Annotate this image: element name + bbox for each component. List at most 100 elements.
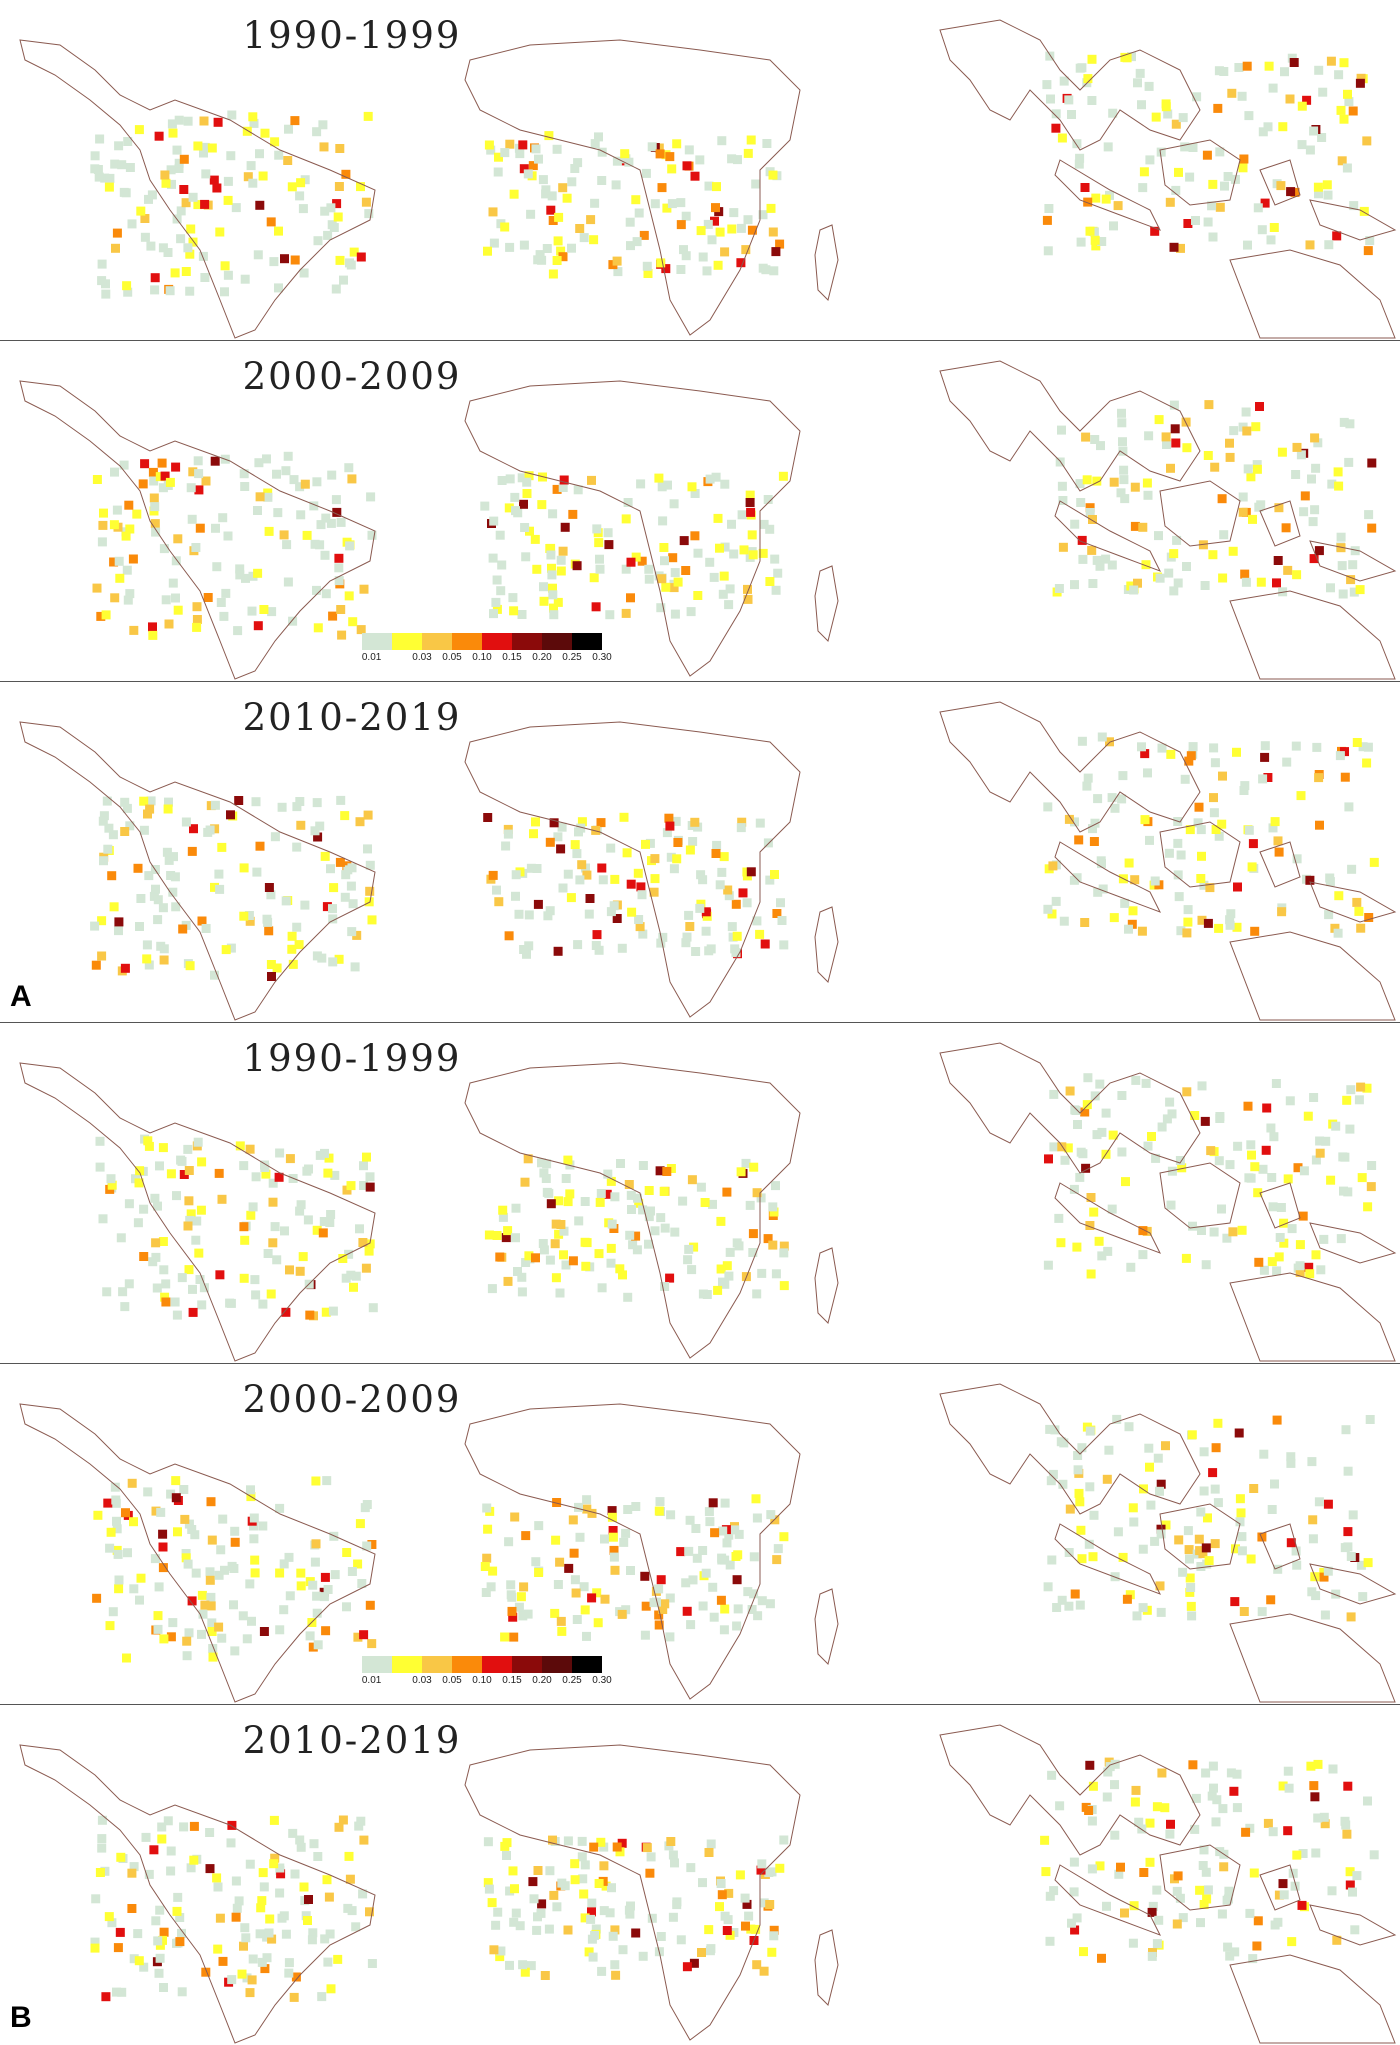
heat-cell (667, 199, 677, 209)
heat-cell (138, 479, 148, 489)
heat-cell (1305, 145, 1315, 155)
panel-a-1990-1999: 1990-1999 (0, 0, 1400, 341)
heat-cell (552, 256, 562, 265)
heat-cell (214, 1622, 224, 1632)
heat-cell (295, 1266, 305, 1276)
coastline-outline (1159, 1162, 1241, 1229)
heat-cell (1103, 142, 1113, 152)
heat-cell (600, 1534, 609, 1544)
heat-cell (285, 1591, 295, 1601)
heat-cell (1161, 432, 1171, 442)
heat-cell (1258, 1164, 1268, 1174)
heat-cell (1048, 861, 1058, 871)
heat-cell (284, 124, 293, 134)
heat-cell (505, 1886, 515, 1896)
heat-cell (199, 1283, 209, 1293)
heat-cell (564, 1563, 574, 1573)
heat-cell (1367, 1161, 1377, 1170)
coastline-outline (939, 19, 1201, 151)
heat-cell (226, 943, 236, 953)
heat-cell (284, 1552, 294, 1562)
heat-cell (546, 543, 556, 553)
heat-cell (483, 1878, 493, 1888)
heat-cell (594, 132, 603, 142)
heat-cell (482, 1503, 492, 1513)
heat-cell (1280, 67, 1289, 77)
heat-cell (1129, 1901, 1139, 1911)
heat-cell (1217, 1204, 1226, 1214)
heat-cell (741, 1921, 750, 1931)
heat-cell (160, 1292, 170, 1302)
heat-cell (1286, 1452, 1296, 1462)
heat-cell (1323, 1566, 1333, 1576)
coastline-outline (464, 39, 801, 336)
heat-cell (500, 222, 510, 232)
heat-cell (134, 1956, 144, 1966)
heat-cell (1309, 554, 1319, 564)
heat-cell (720, 247, 730, 257)
heat-cell (722, 1261, 732, 1271)
heat-cell (1084, 1806, 1094, 1815)
heat-cell (1337, 156, 1347, 166)
heat-cell (197, 1300, 207, 1310)
coastline-outline (1054, 1182, 1162, 1254)
heat-cell (1197, 915, 1207, 925)
heat-cell (125, 163, 135, 172)
heat-cell (1366, 1182, 1376, 1192)
heat-cell (1191, 1793, 1201, 1803)
heat-cell (1217, 494, 1227, 504)
heat-cell (506, 1590, 516, 1600)
heat-cell (498, 1205, 508, 1215)
heat-cell (1075, 153, 1085, 163)
heat-cell (1174, 892, 1184, 902)
heat-cell (747, 225, 757, 235)
heat-cell (647, 142, 657, 152)
heat-cell (351, 1271, 361, 1281)
heat-cell (1312, 742, 1322, 752)
heat-cell (615, 1847, 625, 1857)
coastline-outline (1309, 1904, 1397, 1946)
heat-cell (1118, 437, 1127, 447)
heat-cell (334, 1822, 344, 1832)
heat-cell (504, 503, 514, 513)
heat-cell (1254, 1257, 1264, 1267)
heat-cell (246, 1485, 255, 1495)
heat-cell (1155, 1581, 1165, 1591)
heat-cell (1273, 1564, 1283, 1574)
heat-cell (1349, 201, 1359, 211)
heat-cell (719, 1625, 729, 1635)
heat-cell (347, 474, 357, 484)
heat-cell (634, 208, 644, 218)
heat-cell (120, 963, 130, 973)
heat-cell (242, 1634, 252, 1644)
heat-cell (594, 1879, 604, 1888)
heat-cell (556, 246, 566, 256)
heat-cell (247, 606, 257, 616)
heat-cell (511, 870, 521, 880)
heat-cell (1076, 498, 1086, 507)
heat-cell (262, 1953, 272, 1963)
heat-cell (240, 482, 250, 491)
heat-cell (548, 216, 558, 225)
heat-cell (1074, 1488, 1084, 1498)
heat-cell (214, 1570, 224, 1580)
heat-cell (1118, 771, 1128, 781)
heat-cell (184, 1628, 194, 1638)
heat-cell (546, 550, 556, 560)
heat-cell (1175, 1156, 1185, 1165)
heat-cell (146, 241, 156, 251)
heat-cell (1122, 1594, 1132, 1604)
heat-cell (765, 875, 775, 885)
heat-cell (770, 554, 780, 564)
heat-cell (1260, 741, 1270, 751)
heat-cell (151, 1238, 161, 1248)
heat-cell (656, 1213, 666, 1223)
heat-cell (1070, 580, 1079, 590)
heat-cell (729, 208, 739, 218)
heat-cell (1095, 1861, 1105, 1871)
heat-cell (273, 508, 283, 518)
legend-swatch (512, 1656, 542, 1673)
heat-cell (1295, 1240, 1305, 1250)
heat-cell (196, 1205, 206, 1215)
heat-cell (537, 1899, 547, 1909)
